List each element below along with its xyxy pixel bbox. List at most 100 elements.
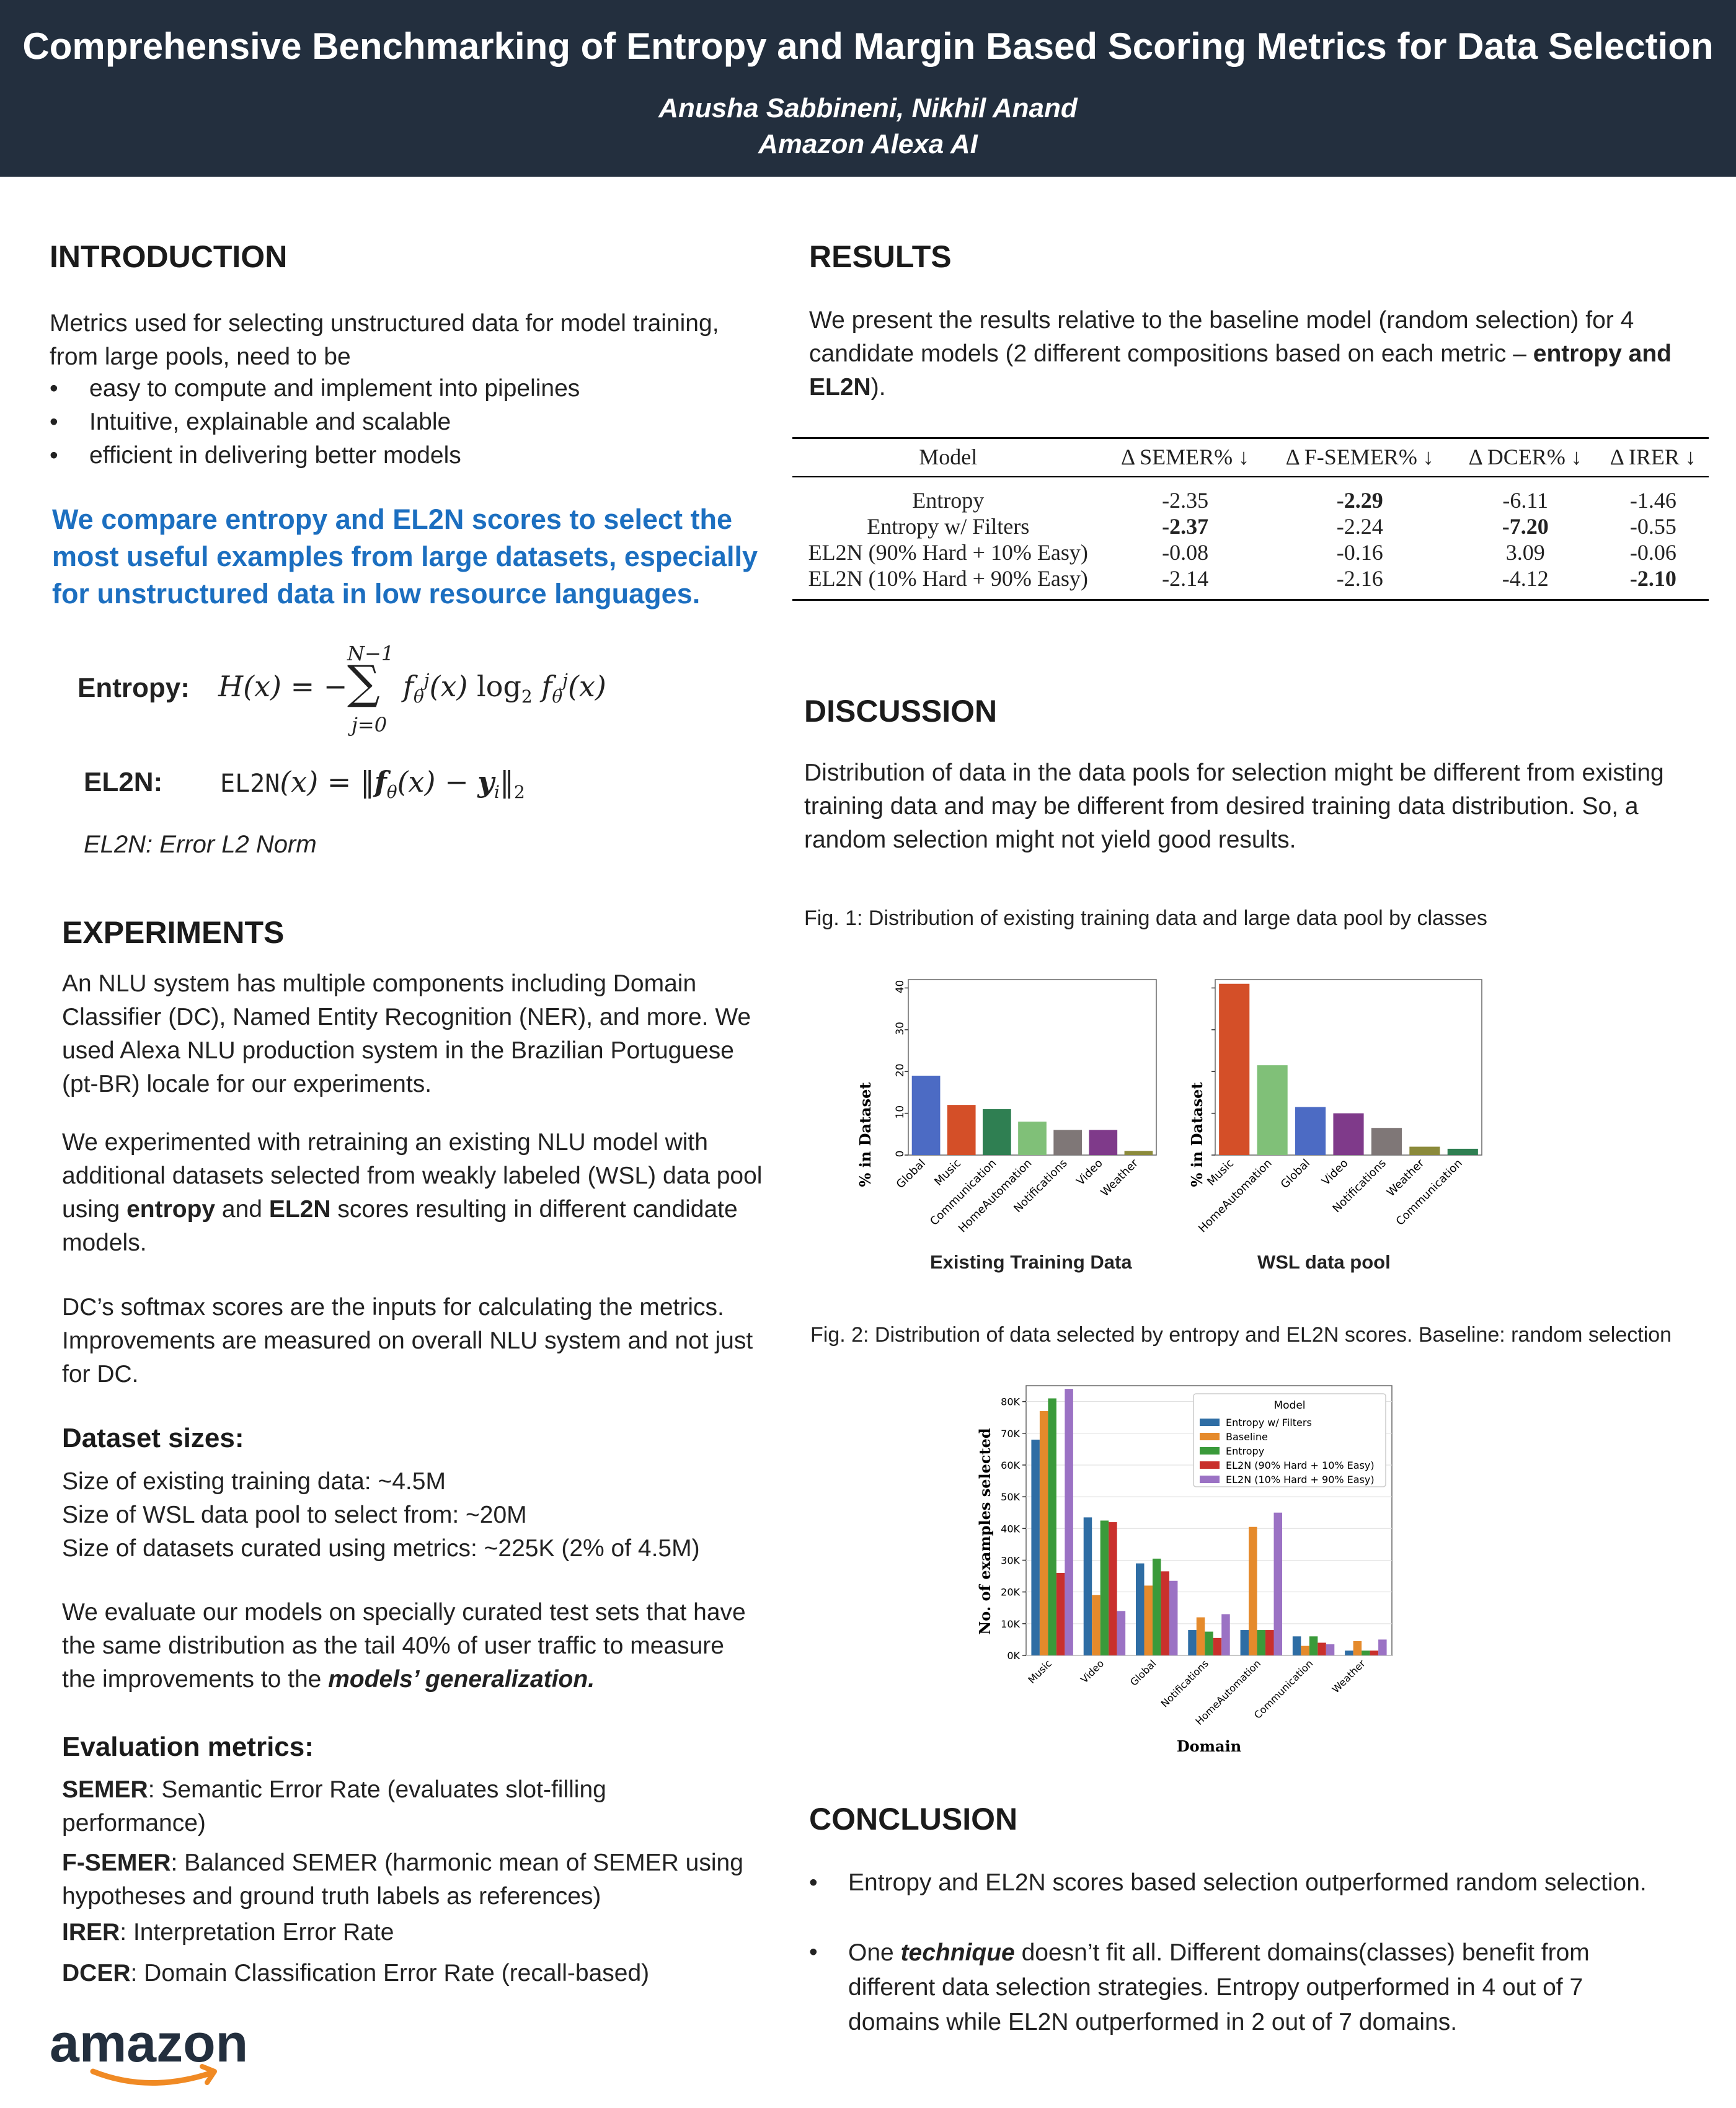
table-cell: -7.20 <box>1502 514 1549 539</box>
table-row: EL2N (90% Hard + 10% Easy) -0.08 -0.16 3… <box>792 539 1709 565</box>
entropy-formula-rhs: fθj(x) log2 fθj(x) <box>403 670 606 707</box>
x-tick-label: Global <box>1128 1657 1159 1688</box>
bar <box>1378 1639 1387 1655</box>
y-tick-label: 40 <box>894 980 906 994</box>
conclusion-heading: CONCLUSION <box>809 1802 1018 1836</box>
bar <box>1221 1614 1230 1655</box>
x-tick-label: Communication <box>928 1157 999 1228</box>
logo-smile-icon <box>90 2068 215 2086</box>
bar <box>1065 1389 1073 1655</box>
experiments-p1: An NLU system has multiple components in… <box>62 970 751 1097</box>
y-tick-label: 50K <box>1001 1491 1020 1503</box>
bar <box>1124 1151 1153 1155</box>
metric-irer: IRER: Interpretation Error Rate <box>62 1919 394 1946</box>
fig1-left-title: Existing Training Data <box>930 1251 1132 1273</box>
x-tick-label: Music <box>1205 1157 1236 1189</box>
results-table: Model Δ SEMER% ↓ Δ F-SEMER% ↓ Δ DCER% ↓ … <box>792 437 1709 601</box>
metric-semer: SEMER: Semantic Error Rate (evaluates sl… <box>62 1776 606 1836</box>
y-tick-label: 0 <box>894 1151 906 1158</box>
bar <box>1083 1517 1092 1655</box>
table-cell: -0.16 <box>1336 540 1383 565</box>
dataset-sizes-heading: Dataset sizes: <box>62 1423 244 1453</box>
authors: Anusha Sabbineni, Nikhil Anand <box>658 93 1078 123</box>
bar <box>1257 1065 1288 1155</box>
bar <box>1292 1636 1301 1655</box>
bar <box>1326 1644 1335 1655</box>
entropy-formula-lhs: H(x) = − <box>218 670 348 703</box>
table-header-model: Model <box>792 437 1104 477</box>
legend-swatch <box>1200 1461 1220 1469</box>
bar <box>1161 1571 1169 1655</box>
y-tick-label: 30K <box>1001 1554 1020 1566</box>
legend-entry: Baseline <box>1226 1431 1268 1443</box>
bar <box>1048 1398 1056 1655</box>
bar <box>1100 1520 1109 1655</box>
bar <box>1136 1563 1145 1655</box>
table-cell: -2.14 <box>1104 565 1267 601</box>
conclusion-bullet-2: One technique doesn’t fit all. Different… <box>848 1939 1590 2035</box>
bar <box>1117 1611 1126 1655</box>
table-cell: Entropy w/ Filters <box>867 514 1030 539</box>
bar <box>1053 1130 1082 1155</box>
metric-f-semer: F-SEMER: Balanced SEMER (harmonic mean o… <box>62 1849 743 1910</box>
bar <box>1257 1630 1266 1655</box>
x-tick-label: Global <box>894 1157 928 1191</box>
x-tick-label: Weather <box>1330 1657 1368 1695</box>
table-cell: -0.55 <box>1629 514 1676 539</box>
legend-swatch <box>1200 1447 1220 1455</box>
fig1-left-y-axis-label: % in Dataset <box>856 1083 874 1187</box>
table-cell: 3.09 <box>1505 540 1545 565</box>
fig1-caption: Fig. 1: Distribution of existing trainin… <box>804 906 1487 930</box>
bar <box>1371 1128 1402 1155</box>
table-header-dcer: Δ DCER% ↓ <box>1453 437 1598 477</box>
bar <box>1265 1630 1274 1655</box>
bar <box>1333 1113 1364 1155</box>
x-tick-label: Weather <box>1099 1156 1141 1199</box>
experiments-p4: We evaluate our models on specially cura… <box>62 1599 746 1693</box>
amazon-logo: amazon <box>50 2014 248 2096</box>
bar <box>1092 1595 1100 1655</box>
y-tick-label: 40K <box>1001 1523 1020 1534</box>
legend-swatch <box>1200 1419 1220 1426</box>
table-cell: -2.16 <box>1266 565 1453 601</box>
bar <box>1447 1148 1478 1155</box>
bar <box>947 1105 976 1155</box>
bar <box>1353 1641 1362 1655</box>
discussion-heading: DISCUSSION <box>804 694 998 728</box>
table-cell: -4.12 <box>1453 565 1598 601</box>
x-tick-label: Video <box>1078 1657 1106 1685</box>
y-tick-label: 10 <box>894 1105 906 1119</box>
bar <box>1205 1631 1213 1655</box>
table-cell: -0.08 <box>1162 540 1209 565</box>
table-row: EL2N (10% Hard + 90% Easy) -2.14 -2.16 -… <box>792 565 1709 601</box>
intro-highlight: We compare entropy and EL2N scores to se… <box>52 503 758 609</box>
discussion-text: Distribution of data in the data pools f… <box>804 760 1664 853</box>
bar <box>1213 1637 1222 1655</box>
table-cell: -1.46 <box>1629 488 1676 513</box>
table-cell: -2.37 <box>1162 514 1209 539</box>
bar <box>1219 983 1250 1155</box>
legend-entry: EL2N (90% Hard + 10% Easy) <box>1226 1459 1375 1471</box>
bar <box>1345 1650 1353 1655</box>
bar <box>1301 1645 1309 1655</box>
bar <box>911 1075 941 1155</box>
legend-box <box>1193 1393 1386 1487</box>
y-tick-label: 20K <box>1001 1587 1020 1598</box>
dataset-line: Size of datasets curated using metrics: … <box>62 1535 700 1562</box>
intro-heading: INTRODUCTION <box>50 239 288 274</box>
table-cell: -2.35 <box>1162 488 1209 513</box>
el2n-formula: EL2N(x) = ‖fθ(x) − yi‖2 <box>220 765 525 803</box>
bar <box>1196 1617 1205 1655</box>
bar <box>1056 1572 1065 1655</box>
table-cell: EL2N (10% Hard + 90% Easy) <box>792 565 1104 601</box>
table-cell: -2.24 <box>1336 514 1383 539</box>
legend-entry: Entropy w/ Filters <box>1226 1417 1312 1428</box>
x-tick-label: Communication <box>1394 1157 1465 1228</box>
dataset-line: Size of existing training data: ~4.5M <box>62 1468 446 1495</box>
experiments-p3: DC’s softmax scores are the inputs for c… <box>62 1294 753 1388</box>
table-cell: -0.06 <box>1629 540 1676 565</box>
bar <box>1309 1636 1318 1655</box>
bar <box>1370 1650 1379 1655</box>
amazon-logo-graphic: amazon <box>50 2014 248 2086</box>
y-tick-label: 30 <box>894 1022 906 1035</box>
